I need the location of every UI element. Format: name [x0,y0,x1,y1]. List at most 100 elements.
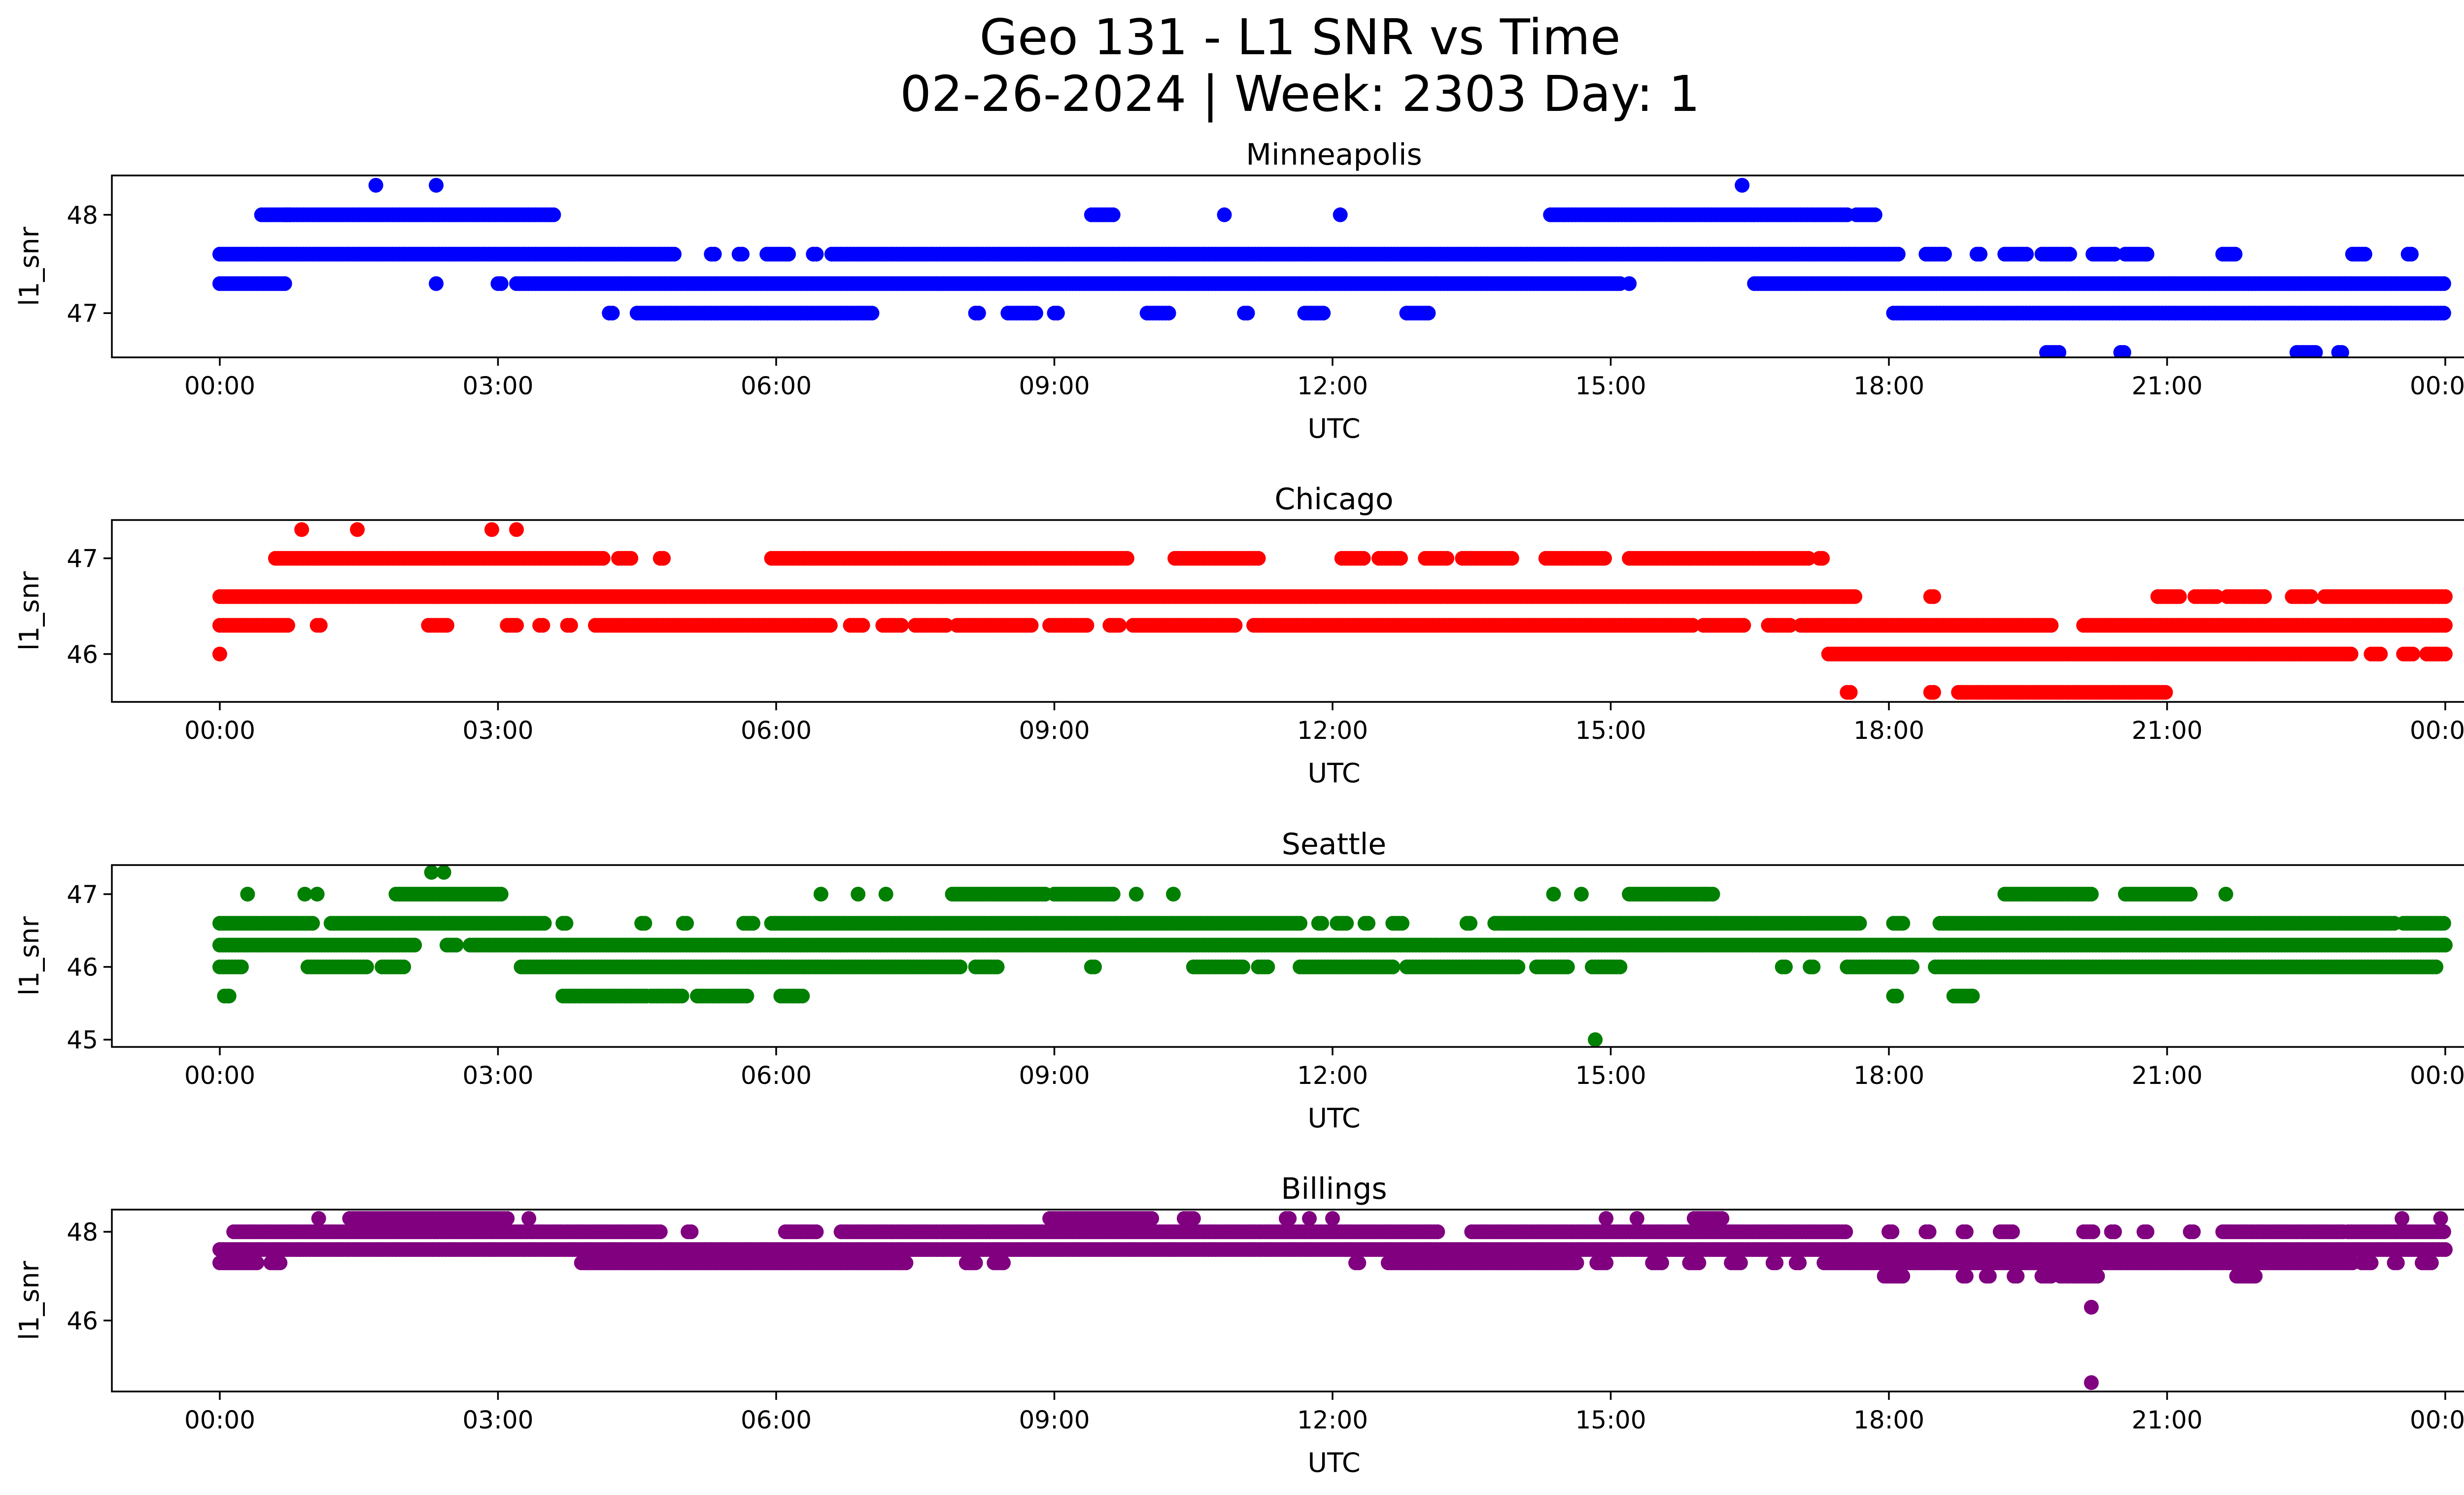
data-point [1463,916,1478,931]
data-point [656,551,671,566]
data-point [1848,589,1862,604]
data-point [2303,589,2319,604]
data-point [2257,589,2272,604]
axes-frame [111,174,2464,358]
data-point [558,916,574,931]
subplot-title: Chicago [1274,482,1393,517]
x-tick-label: 15:00 [1575,372,1646,400]
subplot-title: Seattle [1282,827,1386,862]
x-axis-label: UTC [1307,1103,1360,1134]
data-point [1333,207,1348,222]
data-point [509,522,524,537]
x-tick-label: 15:00 [1575,716,1646,745]
data-point [1895,916,1911,931]
x-tick-label: 21:00 [2131,372,2202,400]
data-point [493,276,509,291]
data-point [1699,887,1714,902]
data-point [2044,618,2059,633]
x-tick-label: 00:00 [2410,372,2464,400]
data-point [1439,551,1455,566]
data-point [294,522,309,537]
data-point [1801,551,1816,566]
data-point [448,938,464,953]
data-point [407,938,422,953]
data-point [679,916,694,931]
data-point [2436,916,2451,931]
data-point [2172,589,2187,604]
data-point [1735,177,1750,193]
data-point [484,522,499,537]
data-point [2334,345,2349,357]
x-tick-label: 12:00 [1297,716,1368,745]
data-point [2139,246,2155,262]
data-point [1240,306,1255,321]
x-tick-label: 12:00 [1297,372,1368,400]
figure-title-line-2: 02-26-2024 | Week: 2303 Day: 1 [900,65,1700,123]
data-point [1622,276,1637,291]
x-axis-label: UTC [1307,758,1360,789]
data-point [1079,618,1095,633]
data-point [1112,618,1127,633]
data-point [1843,685,1858,700]
data-point [2343,646,2359,661]
subplot-chicago: Chicago l1_snr UTC 00:00 03:00 06:00 09:00 12:0… [14,482,2464,789]
data-point [1050,306,1065,321]
data-point [1217,207,1232,222]
data-point [1339,916,1354,931]
data-point [1926,685,1941,700]
data-point [1395,916,1410,931]
data-point [1361,916,1376,931]
x-tick-label: 03:00 [462,716,533,745]
figure-title-line-1: Geo 131 - L1 SNR vs Time [980,8,1621,66]
x-tick-label: 00:00 [2410,716,2464,745]
data-point [2052,345,2066,357]
data-point [2158,685,2173,700]
data-point [280,618,295,633]
x-tick-label: 18:00 [1853,372,1924,400]
data-point [535,618,550,633]
data-point [1024,618,1039,633]
data-point [2227,246,2243,262]
x-tick-label: 09:00 [1019,716,1090,745]
data-point [440,618,454,633]
subplot-title: Minneapolis [1246,138,1422,172]
data-point [2357,246,2372,262]
data-point [1028,306,1043,321]
y-tick-label: 46 [67,640,98,669]
x-tick-label: 00:00 [184,716,255,745]
data-point [894,618,909,633]
data-point [1356,551,1371,566]
data-point [1421,306,1436,321]
subplots: Minneapolis l1_snr UTC 00:00 03:00 06:00 09:00… [14,138,2464,1478]
data-point [537,916,552,931]
data-point [2436,276,2451,291]
data-point [1316,306,1331,321]
data-point [1937,246,1952,262]
data-point [971,306,986,321]
x-tick-label: 03:00 [462,372,533,400]
data-point [1228,618,1243,633]
data-point [1867,207,1882,222]
x-axis-label: UTC [1307,413,1360,444]
data-point [735,246,750,262]
data-point [595,551,611,566]
data-point [1393,551,1408,566]
data-point [864,306,880,321]
scatter-series [212,177,2451,357]
scatter-series [212,522,2453,700]
x-tick-label: 18:00 [1853,716,1924,745]
y-axis-label: l1_snr [14,226,45,306]
data-point [2438,646,2453,661]
data-point [1890,246,1906,262]
data-point [350,522,365,537]
y-axis-label: l1_snr [14,571,45,651]
data-point [2019,246,2034,262]
scatter-series [212,865,2453,1047]
data-point [623,551,639,566]
data-point [2373,646,2388,661]
data-point [305,916,320,931]
x-tick-label: 06:00 [741,716,812,745]
x-tick-label: 21:00 [2131,716,2202,745]
